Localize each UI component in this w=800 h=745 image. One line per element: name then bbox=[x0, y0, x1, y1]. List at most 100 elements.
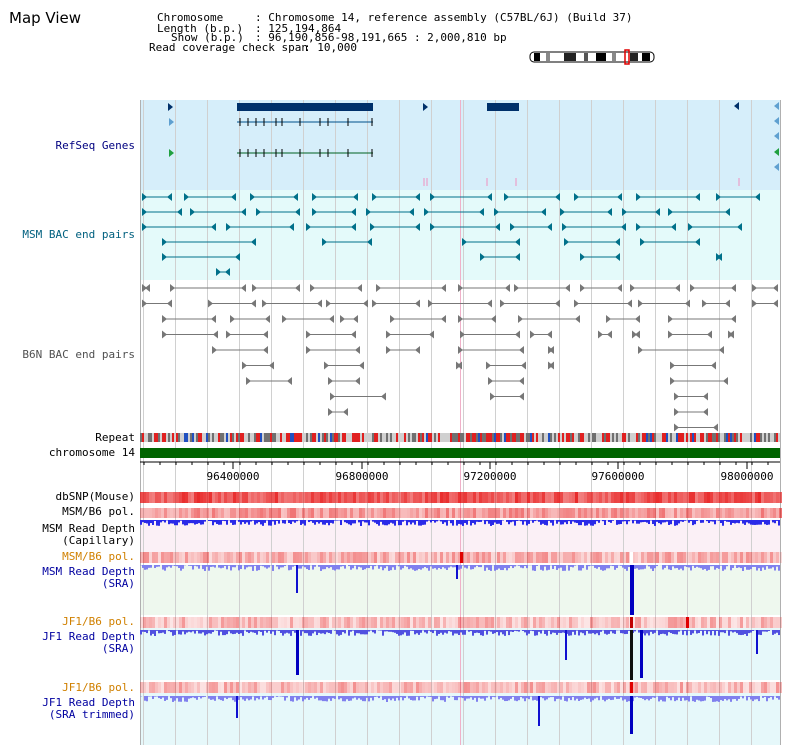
depth-bin bbox=[470, 520, 472, 526]
depth-bin bbox=[372, 520, 374, 522]
pol-bin bbox=[767, 617, 770, 628]
pol-bin bbox=[677, 617, 680, 628]
pol-bin bbox=[482, 552, 485, 563]
bac-end-marker bbox=[519, 346, 524, 354]
track-label-jf1-depth-sra[interactable]: JF1 Read Depth bbox=[42, 630, 135, 643]
repeat-bin bbox=[210, 433, 212, 442]
depth-bin bbox=[224, 565, 226, 567]
pol-bin bbox=[641, 552, 644, 563]
repeat-bin bbox=[660, 433, 662, 442]
track-label-repeat[interactable]: Repeat bbox=[95, 431, 135, 444]
track-label-msm-depth-capillary[interactable]: MSM Read Depth bbox=[42, 522, 135, 535]
depth-bin bbox=[706, 696, 708, 697]
depth-bin bbox=[160, 696, 162, 699]
bac-end-marker bbox=[547, 330, 552, 339]
bac-end-marker bbox=[541, 208, 546, 216]
track-label-jf1-depth-trimmed[interactable]: JF1 Read Depth bbox=[42, 696, 135, 709]
repeat-bin bbox=[738, 433, 740, 442]
pol-bin bbox=[230, 508, 233, 518]
pol-bin bbox=[671, 492, 674, 503]
pol-bin bbox=[377, 682, 380, 693]
depth-bin bbox=[596, 696, 598, 698]
pol-bin bbox=[581, 682, 584, 693]
depth-bin bbox=[422, 696, 424, 697]
depth-bin bbox=[280, 630, 282, 633]
pol-bin bbox=[737, 552, 740, 563]
depth-bin bbox=[562, 520, 564, 525]
depth-bin bbox=[264, 696, 266, 698]
depth-bin bbox=[456, 696, 458, 701]
depth-bin bbox=[474, 696, 476, 698]
track-label-jf1-b6-pol-1[interactable]: JF1/B6 pol. bbox=[62, 615, 135, 628]
depth-bin bbox=[692, 565, 694, 566]
pol-bin bbox=[716, 492, 719, 503]
repeat-bin bbox=[762, 433, 764, 442]
pol-bin bbox=[302, 492, 305, 503]
pol-bin bbox=[602, 552, 605, 563]
depth-bin bbox=[352, 520, 354, 524]
depth-bin bbox=[428, 520, 430, 521]
depth-bin bbox=[556, 630, 558, 635]
track-label-jf1-b6-pol-2[interactable]: JF1/B6 pol. bbox=[62, 681, 135, 694]
pol-bin bbox=[533, 552, 536, 563]
depth-bin bbox=[454, 565, 456, 568]
track-label-msm-b6-pol-1[interactable]: MSM/B6 pol. bbox=[62, 505, 135, 518]
pol-bin bbox=[437, 492, 440, 503]
depth-bin bbox=[182, 565, 184, 569]
depth-bin bbox=[512, 520, 514, 522]
depth-bin bbox=[696, 520, 698, 521]
pol-bin bbox=[173, 552, 176, 563]
depth-bin bbox=[768, 565, 770, 569]
repeat-bin bbox=[438, 433, 440, 442]
depth-bin bbox=[248, 696, 250, 701]
pol-bin bbox=[704, 508, 707, 518]
track-label-b6n-bac[interactable]: B6N BAC end pairs bbox=[22, 348, 135, 361]
depth-bin bbox=[364, 520, 366, 523]
msm-depth-capillary-track bbox=[140, 520, 780, 526]
depth-bin bbox=[642, 696, 644, 699]
pol-bin bbox=[365, 552, 368, 563]
pol-bin bbox=[353, 682, 356, 693]
pol-bin bbox=[212, 508, 215, 518]
pol-bin bbox=[353, 552, 356, 563]
track-label-msm-b6-pol-2[interactable]: MSM/B6 pol. bbox=[62, 550, 135, 563]
repeat-bin bbox=[274, 433, 276, 442]
depth-bin bbox=[688, 630, 690, 631]
track-label-msm-depth-sra[interactable]: MSM Read Depth bbox=[42, 565, 135, 578]
pol-bin bbox=[269, 617, 272, 628]
pol-bin bbox=[248, 508, 251, 518]
track-label-msm-bac[interactable]: MSM BAC end pairs bbox=[22, 228, 135, 241]
track-label-chromosome[interactable]: chromosome 14 bbox=[48, 446, 135, 459]
repeat-bin bbox=[198, 433, 200, 442]
depth-bin bbox=[504, 696, 506, 702]
repeat-bin bbox=[308, 433, 310, 442]
pol-bin bbox=[314, 617, 317, 628]
depth-bin bbox=[254, 696, 256, 701]
pol-bin bbox=[542, 617, 545, 628]
depth-bin bbox=[158, 565, 160, 567]
repeat-bin bbox=[236, 433, 238, 442]
repeat-bin bbox=[144, 433, 146, 442]
depth-bin bbox=[294, 630, 296, 633]
depth-bin bbox=[442, 565, 444, 568]
depth-bin bbox=[430, 630, 432, 632]
bac-end-marker bbox=[703, 392, 708, 401]
pol-bin bbox=[431, 617, 434, 628]
depth-bin bbox=[720, 630, 722, 633]
track-label-dbsnp[interactable]: dbSNP(Mouse) bbox=[55, 490, 135, 503]
pol-bin bbox=[359, 492, 362, 503]
depth-bin bbox=[180, 630, 182, 635]
depth-bin bbox=[616, 696, 618, 699]
repeat-bin bbox=[724, 433, 726, 442]
depth-bin bbox=[328, 520, 330, 526]
depth-bin bbox=[162, 565, 164, 570]
depth-bin bbox=[172, 696, 174, 702]
pol-bin bbox=[635, 552, 638, 563]
depth-bin bbox=[530, 520, 532, 521]
depth-bin bbox=[256, 630, 258, 635]
track-label-refseq[interactable]: RefSeq Genes bbox=[55, 139, 135, 152]
pol-bin bbox=[218, 552, 221, 563]
depth-bin bbox=[772, 630, 774, 635]
pol-bin bbox=[206, 492, 209, 503]
